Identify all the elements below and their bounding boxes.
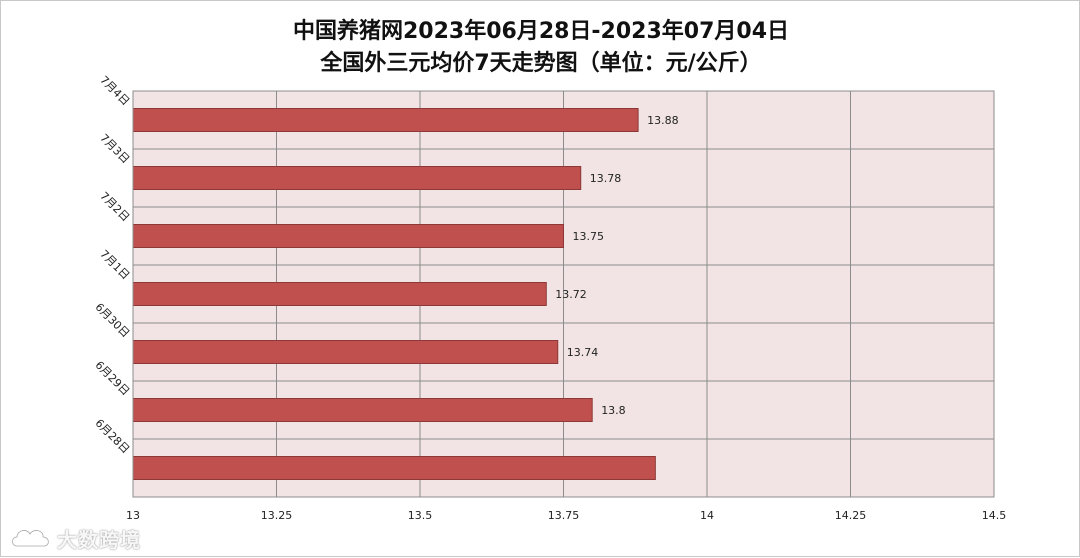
watermark: 大数跨境 xyxy=(9,523,141,553)
bar xyxy=(132,108,639,132)
cloud-logo-icon xyxy=(11,529,50,548)
chart-title: 中国养猪网2023年06月28日-2023年07月04日 xyxy=(292,19,790,44)
x-tick-label: 13.75 xyxy=(548,509,580,522)
x-tick-label: 14.5 xyxy=(982,509,1007,522)
data-label: 13.88 xyxy=(647,114,679,127)
bar xyxy=(132,398,593,422)
category-label: 7月2日 xyxy=(97,189,132,224)
data-label: 13.78 xyxy=(590,172,622,185)
category-label: 6月30日 xyxy=(92,301,132,341)
data-label: 13.74 xyxy=(567,346,599,359)
data-label: 13.75 xyxy=(573,230,605,243)
bar xyxy=(132,166,582,190)
plot-border xyxy=(132,90,995,498)
category-label: 6月28日 xyxy=(92,417,132,457)
x-tick-label: 13 xyxy=(126,509,140,522)
x-tick-label: 13.5 xyxy=(408,509,433,522)
category-label: 6月29日 xyxy=(92,359,132,399)
x-tick-label: 13.25 xyxy=(261,509,293,522)
bar xyxy=(132,340,559,364)
category-label: 7月4日 xyxy=(97,73,132,108)
bar xyxy=(132,456,656,480)
category-label: 7月3日 xyxy=(97,131,132,166)
bar xyxy=(132,282,547,306)
data-label: 13.72 xyxy=(555,288,587,301)
watermark-text: 大数跨境 xyxy=(57,527,141,552)
category-label: 7月1日 xyxy=(97,247,132,282)
chart-subtitle: 全国外三元均价7天走势图（单位：元/公斤） xyxy=(320,51,762,76)
bar xyxy=(132,224,564,248)
x-tick-label: 14 xyxy=(700,509,714,522)
data-label: 13.8 xyxy=(601,404,626,417)
x-tick-label: 14.25 xyxy=(835,509,867,522)
